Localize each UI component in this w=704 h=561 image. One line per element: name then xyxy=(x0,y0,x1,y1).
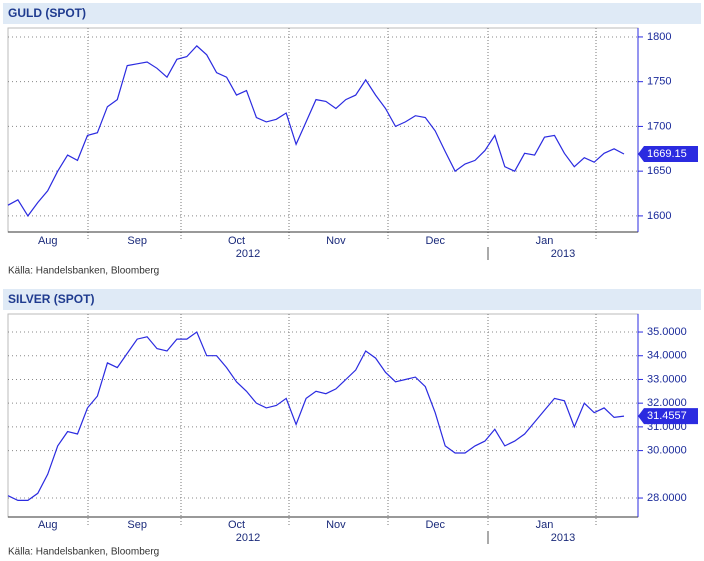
x-tick-label: Oct xyxy=(228,519,245,531)
last-value-label: 31.4557 xyxy=(647,410,687,422)
year-label: 2012 xyxy=(236,248,260,260)
chart-title: SILVER (SPOT) xyxy=(8,292,94,306)
year-label: 2013 xyxy=(551,532,575,544)
y-tick-label: 33.0000 xyxy=(647,373,687,385)
x-tick-label: Jan xyxy=(536,235,554,247)
price-line xyxy=(7,331,625,501)
year-label: 2012 xyxy=(236,532,260,544)
y-tick-label: 1800 xyxy=(647,31,671,43)
x-tick-label: Nov xyxy=(326,519,346,531)
chart: SILVER (SPOT)28.000030.000031.000032.000… xyxy=(3,289,701,558)
x-tick-label: Sep xyxy=(127,519,147,531)
y-tick-label: 1600 xyxy=(647,210,671,222)
y-tick-label: 30.0000 xyxy=(647,445,687,457)
source-note: Källa: Handelsbanken, Bloomberg xyxy=(8,266,159,277)
x-tick-label: Dec xyxy=(425,235,445,247)
last-value-label: 1669.15 xyxy=(647,148,687,160)
chart: GULD (SPOT) 1600 1650 1700 1750 1800 Aug Sep Oct… xyxy=(3,3,701,277)
y-tick-label: 28.0000 xyxy=(647,492,687,504)
chart-title: GULD (SPOT) xyxy=(8,6,86,20)
plot-area xyxy=(7,27,639,233)
y-tick-label: 34.0000 xyxy=(647,350,687,362)
y-tick-label: 32.0000 xyxy=(647,397,687,409)
last-value-tag xyxy=(638,146,698,163)
last-value-tag xyxy=(638,408,698,425)
y-tick-label: 1750 xyxy=(647,76,671,88)
y-tick-label: 35.0000 xyxy=(647,326,687,338)
x-tick-label: Sep xyxy=(127,235,147,247)
x-tick-label: Aug xyxy=(38,235,58,247)
header-band xyxy=(3,3,701,24)
source-note: Källa: Handelsbanken, Bloomberg xyxy=(8,547,159,558)
x-tick-label: Aug xyxy=(38,519,58,531)
plot-area xyxy=(7,313,639,518)
y-tick-label: 1700 xyxy=(647,120,671,132)
year-label: 2013 xyxy=(551,248,575,260)
y-tick-label: 1650 xyxy=(647,165,671,177)
header-band xyxy=(3,289,701,310)
x-tick-label: Nov xyxy=(326,235,346,247)
price-line xyxy=(7,45,625,217)
x-tick-label: Jan xyxy=(536,519,554,531)
x-tick-label: Dec xyxy=(425,519,445,531)
x-tick-label: Oct xyxy=(228,235,245,247)
